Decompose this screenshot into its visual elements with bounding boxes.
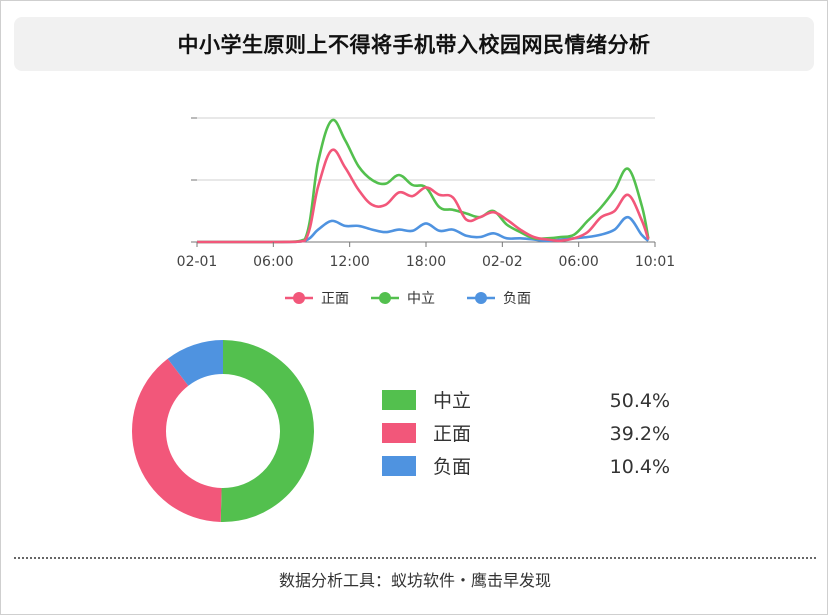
donut-slice-负面 (167, 340, 223, 386)
x-tick-label: 06:00 (253, 254, 293, 270)
footer-divider (14, 557, 816, 559)
footer-credit: 数据分析工具：蚁坊软件・鹰击早发现 (278, 571, 551, 590)
donut-legend-value: 50.4% (610, 390, 670, 412)
donut-slice-中立 (220, 340, 315, 522)
donut-legend-row: 中立 50.4% (382, 390, 670, 412)
donut-legend-label: 负面 (433, 456, 471, 478)
legend-item-中立[interactable]: 中立 (371, 291, 435, 307)
x-tick-label: 12:00 (329, 254, 369, 270)
legend-item-正面[interactable]: 正面 (285, 291, 349, 307)
donut-slice-正面 (131, 358, 222, 522)
series-layer (197, 118, 650, 244)
legend-label: 中立 (407, 291, 435, 307)
legend-item-负面[interactable]: 负面 (467, 291, 531, 307)
x-tick-label: 06:00 (558, 254, 598, 270)
donut-legend-row: 正面 39.2% (382, 423, 670, 445)
line-legend[interactable]: 正面 中立 负面 (285, 291, 531, 307)
x-tick-label: 18:00 (406, 254, 446, 270)
series-line-中立 (197, 118, 650, 244)
donut-slices (131, 340, 315, 522)
x-tick-label: 02-02 (482, 254, 523, 270)
x-tick-label: 10:01 (635, 254, 675, 270)
x-axis-ticks: 02-01 06:00 12:00 18:00 02-02 06:00 10:01 (177, 242, 675, 270)
donut-legend: 中立 50.4% 正面 39.2% 负面 10.4% (382, 390, 670, 478)
legend-label: 负面 (503, 291, 531, 307)
legend-swatch-icon (382, 423, 416, 443)
sentiment-share-donut-chart: 中立 50.4% 正面 39.2% 负面 10.4% (131, 340, 670, 522)
series-line-正面 (197, 148, 650, 244)
page-title: 中小学生原则上不得将手机带入校园网民情绪分析 (177, 33, 651, 57)
donut-legend-row: 负面 10.4% (382, 456, 670, 478)
legend-marker-icon (475, 292, 487, 304)
series-line-负面 (197, 215, 650, 244)
sentiment-trend-line-chart: 02-01 06:00 12:00 18:00 02-02 06:00 10:01 正面 中立… (177, 117, 675, 307)
legend-marker-icon (379, 292, 391, 304)
legend-swatch-icon (382, 456, 416, 476)
donut-legend-value: 39.2% (610, 423, 670, 445)
legend-label: 正面 (321, 291, 349, 307)
x-tick-label: 02-01 (177, 254, 218, 270)
donut-legend-value: 10.4% (610, 456, 670, 478)
donut-legend-label: 中立 (433, 390, 471, 412)
legend-swatch-icon (382, 390, 416, 410)
legend-marker-icon (293, 292, 305, 304)
donut-legend-label: 正面 (433, 423, 471, 445)
title-banner: 中小学生原则上不得将手机带入校园网民情绪分析 (14, 17, 814, 71)
